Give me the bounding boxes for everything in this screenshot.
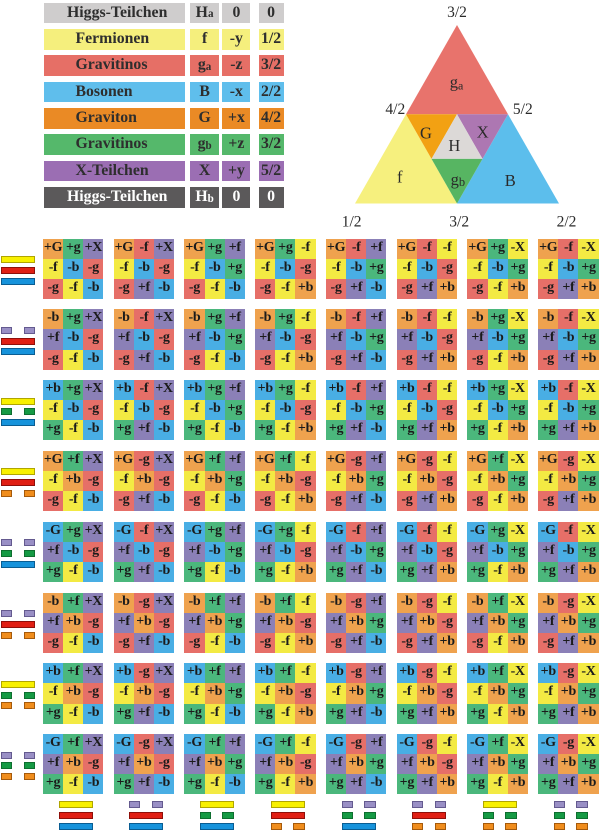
svg-text:X: X [477, 123, 489, 142]
svg-text:H: H [448, 136, 460, 155]
svg-text:2/2: 2/2 [557, 214, 577, 231]
svg-text:f: f [397, 168, 403, 187]
svg-text:3/2: 3/2 [447, 4, 467, 21]
svg-text:3/2: 3/2 [449, 214, 469, 231]
svg-text:1/2: 1/2 [342, 214, 362, 231]
svg-text:G: G [420, 124, 432, 143]
svg-text:5/2: 5/2 [513, 101, 533, 118]
svg-text:B: B [505, 171, 516, 190]
svg-text:gb: gb [451, 170, 465, 189]
svg-text:4/2: 4/2 [385, 101, 405, 118]
